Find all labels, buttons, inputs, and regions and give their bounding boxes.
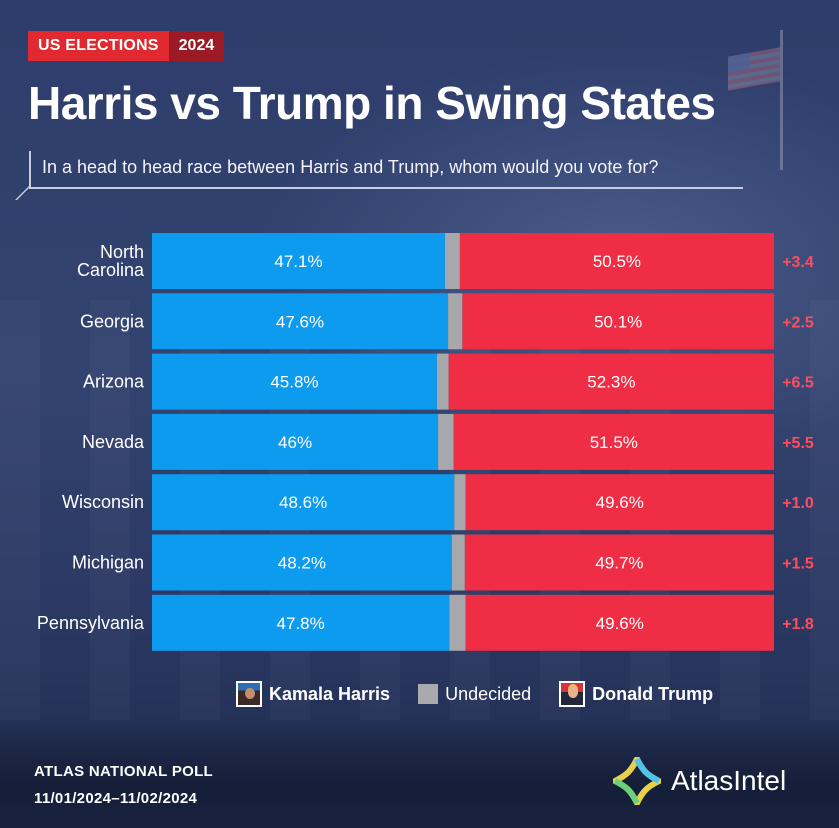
category-label: Pennsylvania xyxy=(37,613,145,633)
bar-harris xyxy=(152,534,452,591)
bar-harris xyxy=(152,474,455,531)
source-dates: 11/01/2024–11/02/2024 xyxy=(34,790,198,807)
data-label-harris: 45.8% xyxy=(270,373,318,392)
margin-label: +6.5 xyxy=(782,375,814,392)
bar-trump xyxy=(465,474,774,531)
bar-trump xyxy=(448,353,774,410)
badge-year: 2024 xyxy=(168,31,225,61)
source-title: ATLAS NATIONAL POLL xyxy=(34,763,214,780)
subtitle-bracket xyxy=(29,151,743,189)
subtitle: In a head to head race between Harris an… xyxy=(42,157,659,177)
bar-undecided xyxy=(436,353,449,410)
category-label: Wisconsin xyxy=(62,492,144,512)
legend: Kamala Harris Undecided Donald Trump xyxy=(236,681,741,707)
bar-trump xyxy=(453,413,774,470)
atlasintel-logo: AtlasIntel xyxy=(613,757,786,805)
bar-harris xyxy=(152,353,437,410)
bar-harris xyxy=(152,293,449,350)
atlasintel-logo-text: AtlasIntel xyxy=(671,765,787,796)
margin-label: +1.0 xyxy=(782,495,814,512)
margin-label: +1.5 xyxy=(782,556,814,573)
legend-label-trump: Donald Trump xyxy=(592,683,714,704)
data-label-trump: 51.5% xyxy=(590,433,638,452)
bar-harris xyxy=(152,594,450,651)
atlasintel-logo-icon xyxy=(613,757,661,805)
bar-trump xyxy=(464,534,774,591)
flagpole xyxy=(780,30,783,170)
data-label-trump: 49.6% xyxy=(596,493,644,512)
page-title: Harris vs Trump in Swing States xyxy=(28,77,716,129)
bar-undecided xyxy=(454,474,466,531)
data-label-harris: 47.8% xyxy=(277,614,325,633)
bar-trump xyxy=(459,233,774,289)
category-label: Georgia xyxy=(80,311,145,331)
bar-undecided xyxy=(451,534,465,591)
badge-label: US ELECTIONS xyxy=(28,31,169,61)
legend-item-undecided: Undecided xyxy=(418,684,531,705)
margin-label: +3.4 xyxy=(782,254,814,271)
bar-undecided xyxy=(449,594,466,651)
bar-harris xyxy=(152,233,445,289)
data-label-trump: 50.1% xyxy=(594,312,642,331)
data-label-trump: 52.3% xyxy=(587,373,635,392)
category-label: North xyxy=(100,242,144,262)
data-label-harris: 46% xyxy=(278,433,312,452)
margin-label: +2.5 xyxy=(782,314,814,331)
data-label-trump: 49.7% xyxy=(595,554,643,573)
legend-label-harris: Kamala Harris xyxy=(269,683,391,704)
bar-undecided xyxy=(438,413,454,470)
data-label-harris: 48.2% xyxy=(278,554,326,573)
bar-undecided xyxy=(444,233,460,289)
category-label: Nevada xyxy=(82,432,145,452)
category-label: Arizona xyxy=(83,372,145,392)
data-label-trump: 50.5% xyxy=(593,252,641,271)
legend-item-harris: Kamala Harris xyxy=(236,681,390,707)
trump-photo-icon xyxy=(559,681,586,707)
data-label-harris: 47.6% xyxy=(276,312,324,331)
legend-item-trump: Donald Trump xyxy=(559,681,713,707)
undecided-swatch xyxy=(418,684,439,704)
margin-label: +1.8 xyxy=(782,616,814,633)
category-label: Michigan xyxy=(72,553,144,573)
margin-label: +5.5 xyxy=(782,435,814,452)
bar-trump xyxy=(465,594,774,651)
header-badge: US ELECTIONS 2024 xyxy=(28,31,225,61)
background-trees xyxy=(0,718,839,828)
data-label-harris: 48.6% xyxy=(279,493,327,512)
bar-trump xyxy=(462,293,774,350)
harris-photo-icon xyxy=(236,681,262,707)
bar-undecided xyxy=(448,293,463,350)
data-label-harris: 47.1% xyxy=(274,252,322,271)
bar-harris xyxy=(152,413,439,470)
category-label: Carolina xyxy=(77,260,145,280)
data-label-trump: 49.6% xyxy=(596,614,644,633)
legend-label-undecided: Undecided xyxy=(445,683,532,704)
